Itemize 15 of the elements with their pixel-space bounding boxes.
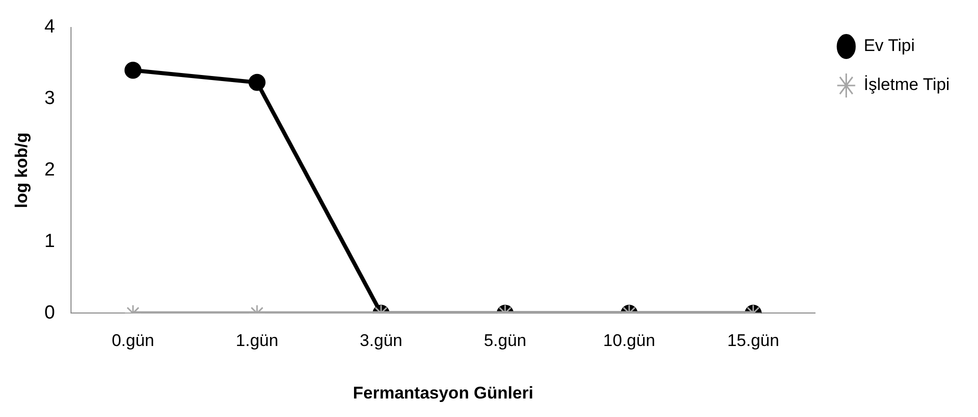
x-axis-title: Fermantasyon Günleri [352,383,534,402]
y-tick-label: 2 [44,160,55,181]
x-tick-label: 0.gün [112,331,154,350]
x-tick-label: 1.gün [236,331,278,350]
y-tick-label: 3 [44,88,55,110]
y-tick-label: 1 [44,230,55,252]
y-axis-title: log kob/g [12,132,31,208]
legend-label: Ev Tipi [864,36,915,56]
x-tick-label: 15.gün [727,331,780,350]
x-tick-label: 5.gün [484,331,526,350]
x-tick-label: 3.gün [360,331,402,350]
x-tick-label: 10.gün [603,331,656,350]
y-tick-label: 4 [44,16,56,38]
y-tick-label: 0 [44,302,55,324]
legend-label: İşletme Tipi [864,75,950,94]
